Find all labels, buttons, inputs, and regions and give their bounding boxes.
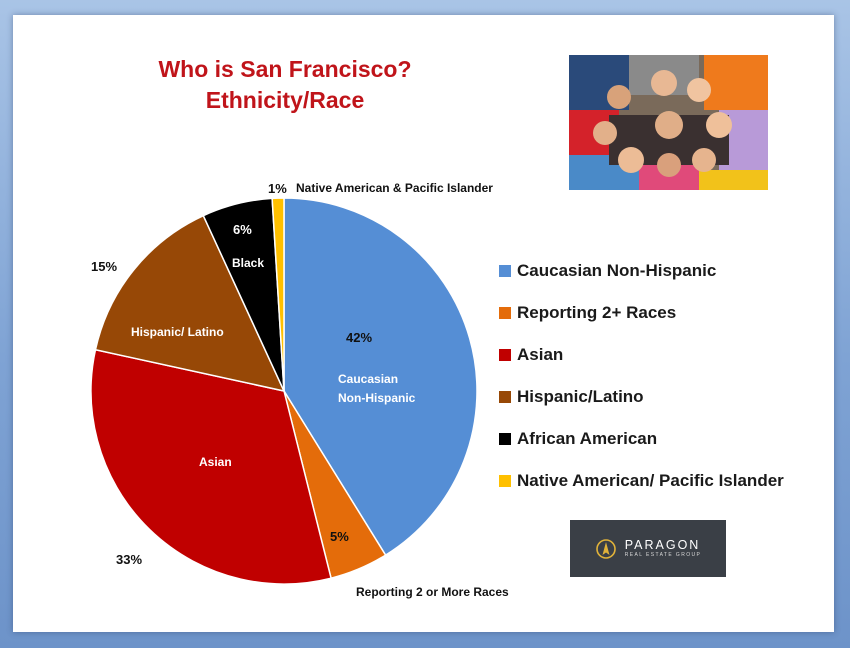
native-pct-label: 1% [268,181,287,196]
legend-item-african-american: African American [499,418,829,460]
legend-label-african-american: African American [517,429,658,448]
chart-title-line1: Who is San Francisco? [158,56,412,82]
group-photo [569,55,768,190]
native-name-label: Native American & Pacific Islander [296,181,493,195]
legend-item-asian: Asian [499,334,829,376]
asian-name-label: Asian [199,455,232,469]
group-photo-illustration [569,55,768,190]
paragon-logo-icon [595,538,616,559]
paragon-logo-name: PARAGON [624,537,701,552]
legend-item-hispanic: Hispanic/Latino [499,376,829,418]
hispanic-name-label: Hispanic/ Latino [131,325,224,339]
caucasian-pct-label: 42% [346,330,373,345]
legend-swatch-hispanic [499,391,511,403]
chart-title: Who is San Francisco? Ethnicity/Race [120,54,450,116]
legend-label-reporting: Reporting 2+ Races [517,303,677,322]
legend-swatch-asian [499,349,511,361]
asian-pct-label: 33% [116,552,143,567]
paragon-logo-subtitle: REAL ESTATE GROUP [624,551,702,558]
reporting-pct-label: 5% [330,529,349,544]
hispanic-pct-label: 15% [91,259,118,274]
legend-swatch-caucasian [499,265,511,277]
pie-slice-asian [90,348,332,585]
reporting-name-label: Reporting 2 or More Races [356,585,509,599]
legend-label-caucasian: Caucasian Non-Hispanic [517,261,717,280]
black-name-label: Black [232,256,265,270]
pie-slice-hispanic [94,214,286,393]
chart-title-line2: Ethnicity/Race [205,87,365,113]
chart-legend: Caucasian Non-Hispanic Reporting 2+ Race… [499,250,829,502]
paragon-logo-text: PARAGON REAL ESTATE GROUP [624,537,702,559]
legend-swatch-african-american [499,433,511,445]
legend-swatch-native [499,475,511,487]
pie-slice-native [271,197,285,392]
legend-item-reporting: Reporting 2+ Races [499,292,829,334]
legend-label-asian: Asian [517,345,564,364]
legend-item-caucasian: Caucasian Non-Hispanic [499,250,829,292]
legend-label-hispanic: Hispanic/Latino [517,387,644,406]
legend-swatch-reporting [499,307,511,319]
caucasian-name-line2: Non-Hispanic [338,391,416,405]
legend-label-native: Native American/ Pacific Islander [517,471,784,490]
legend-item-native: Native American/ Pacific Islander [499,460,829,502]
black-pct-label: 6% [233,222,252,237]
caucasian-name-line1: Caucasian [338,372,399,386]
pie-slice-caucasian [283,197,478,557]
paragon-logo: PARAGON REAL ESTATE GROUP [570,520,726,577]
